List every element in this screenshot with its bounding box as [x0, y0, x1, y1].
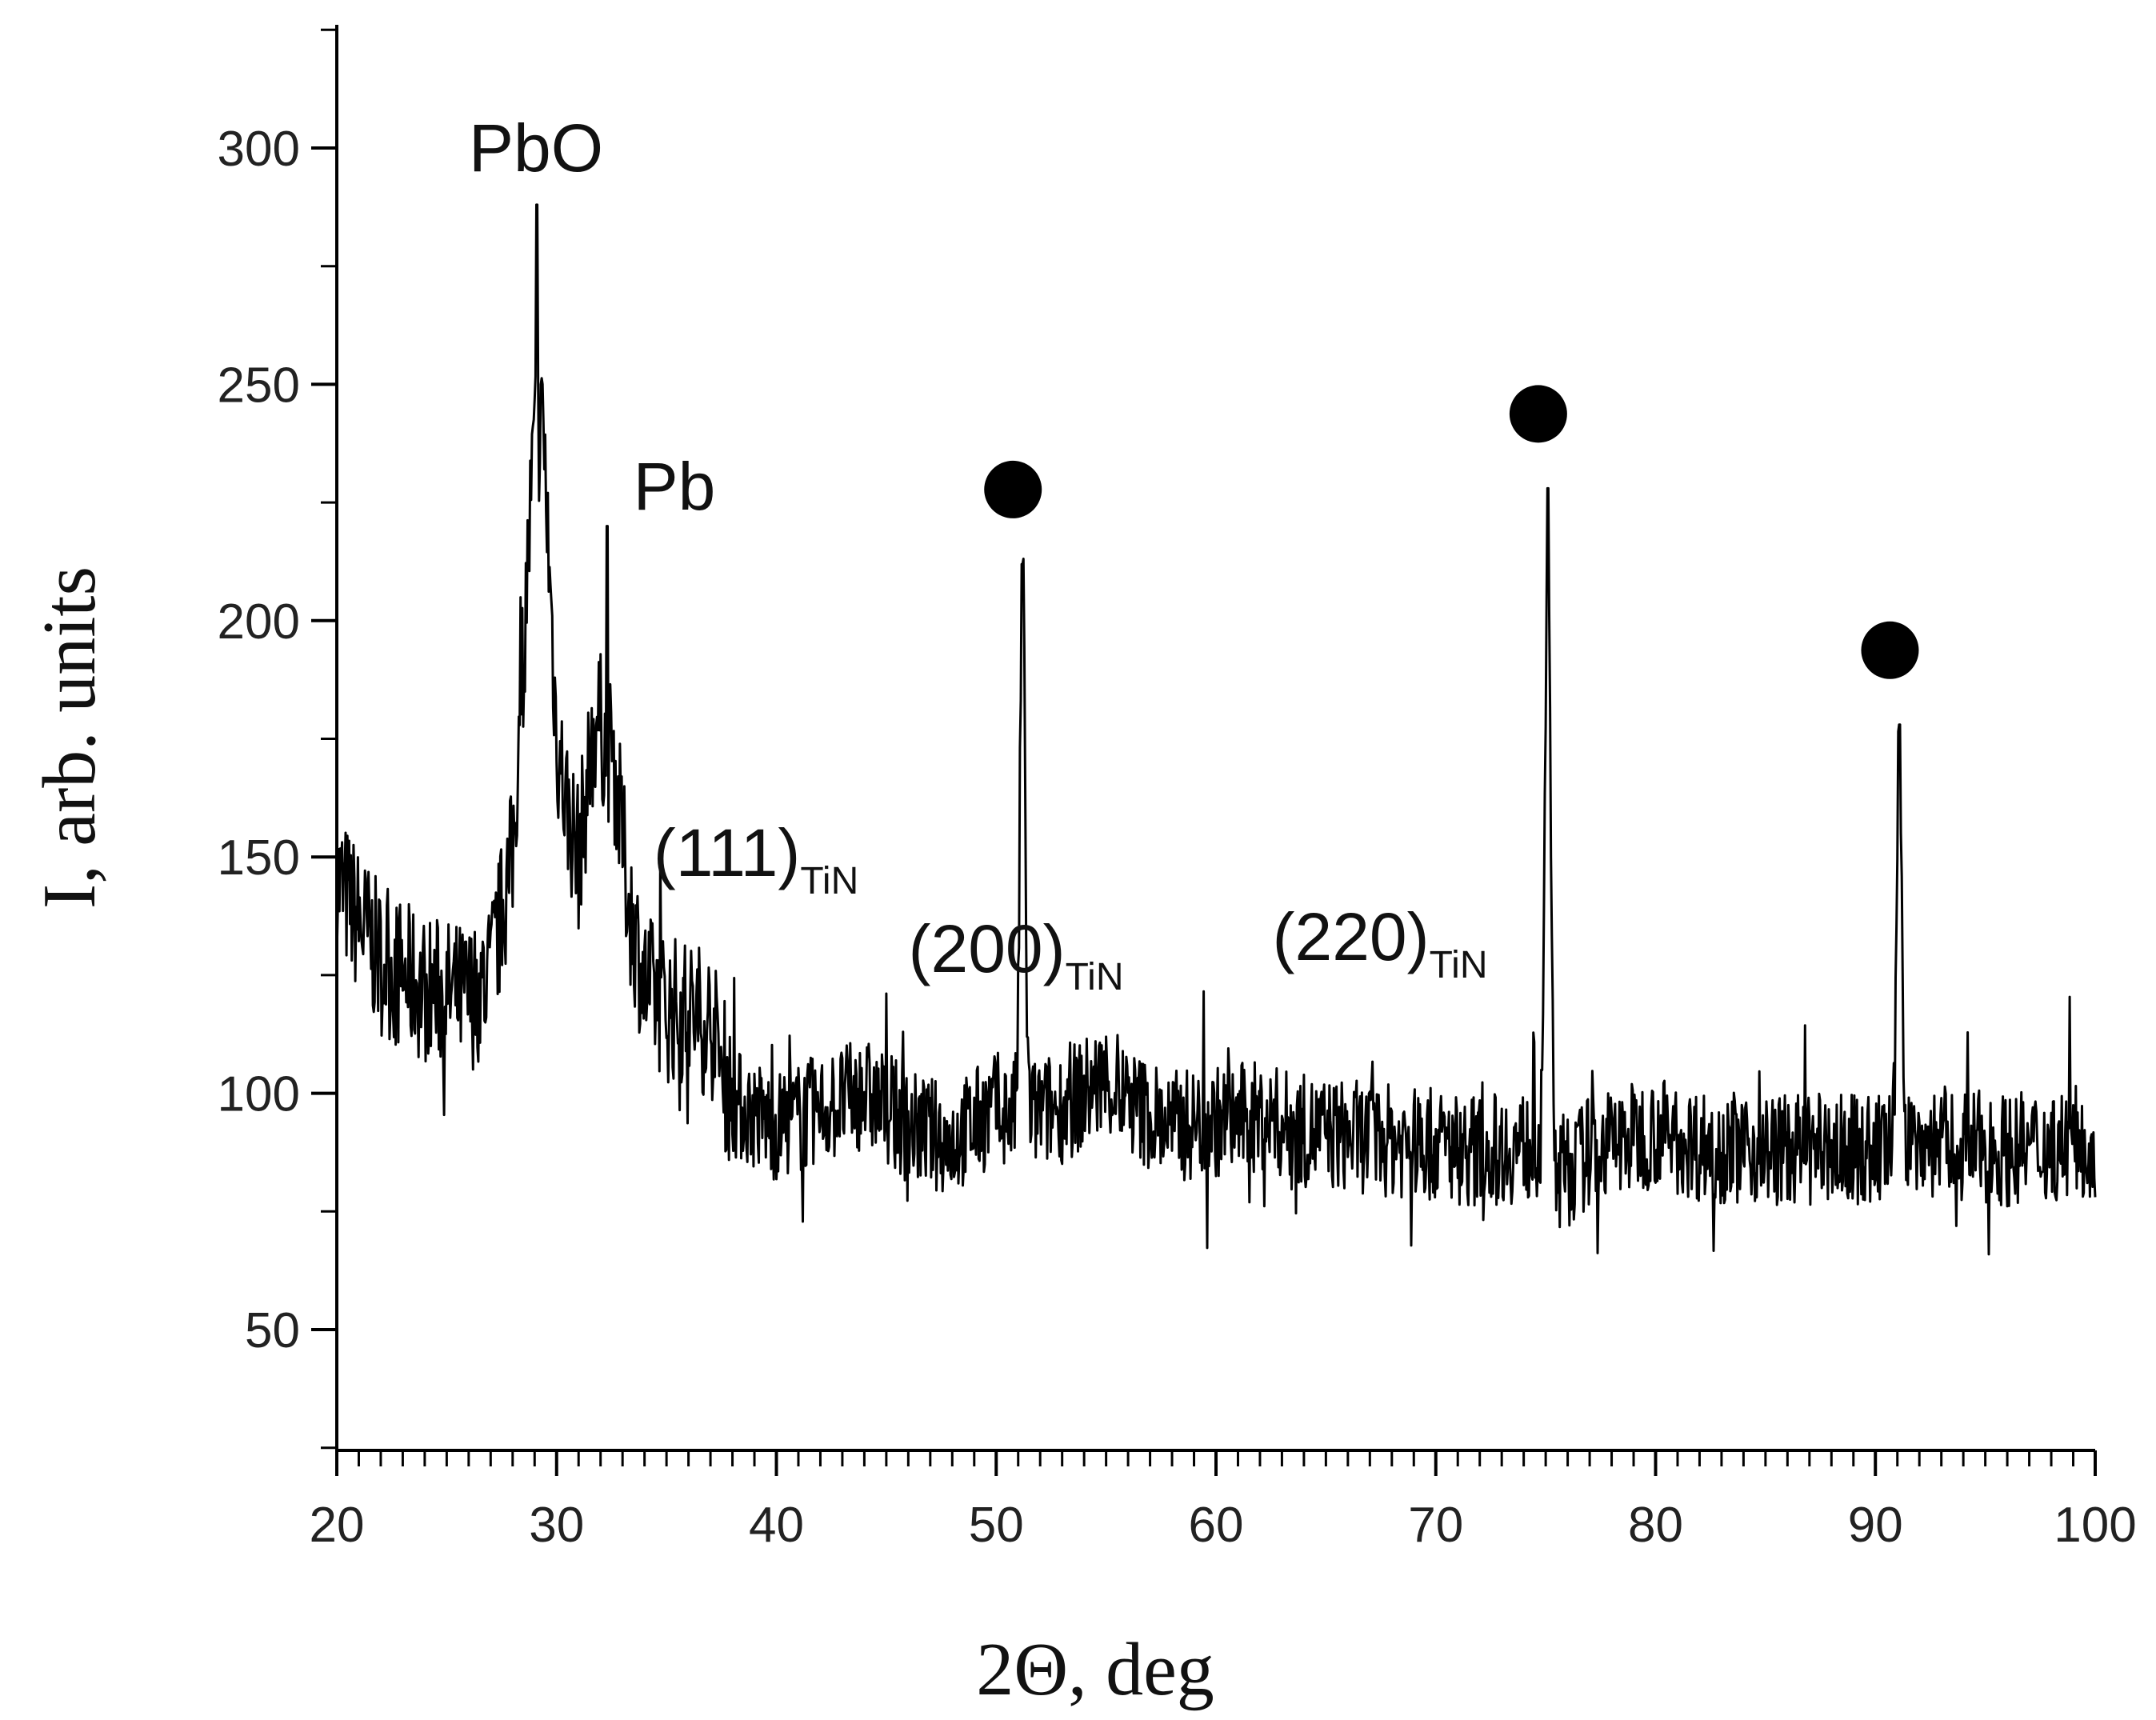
y-tick-label: 250: [218, 358, 300, 413]
x-tick-label: 50: [969, 1498, 1024, 1553]
peak-annotation-3: (200)TiN: [909, 911, 1124, 998]
peak-annotation-1: Pb: [634, 449, 716, 524]
peak-marker-circle: [1861, 621, 1919, 679]
peak-annotation-main: (220): [1273, 899, 1430, 974]
peak-markers: [984, 385, 1919, 679]
y-tick-label: 100: [218, 1067, 300, 1122]
x-tick-label: 80: [1628, 1498, 1683, 1553]
peak-annotation-2: (111)TiN: [654, 815, 859, 902]
peak-annotation-main: (111): [654, 815, 801, 890]
y-ticks: 50 100 150 200 250 300: [218, 28, 337, 1450]
x-tick-label: 90: [1848, 1498, 1903, 1553]
peak-annotation-main: Pb: [634, 449, 716, 524]
x-ticks: 20 30 40 50 60 70 80 90 100: [310, 1450, 2137, 1553]
y-tick-label: 300: [218, 122, 300, 177]
x-tick-label: 100: [2054, 1498, 2136, 1553]
series-line: [335, 203, 2097, 1256]
peak-annotation-main: PbO: [469, 110, 603, 186]
peak-marker-circle: [1509, 385, 1567, 443]
peak-annotation-0: PbO: [469, 110, 603, 186]
axes-group: 20 30 40 50 60 70 80 90 100 50 100 150 200 250 300: [218, 25, 2137, 1553]
x-tick-label: 40: [749, 1498, 804, 1553]
x-axis-title: 2Θ, deg: [976, 1628, 1214, 1711]
x-tick-label: 70: [1408, 1498, 1463, 1553]
peak-marker-circle: [984, 460, 1042, 518]
x-tick-label: 20: [310, 1498, 365, 1553]
x-tick-label: 30: [529, 1498, 584, 1553]
peak-annotation-main: (200): [909, 911, 1066, 986]
y-axis-title: I, arb. units: [28, 566, 111, 909]
x-tick-label: 60: [1189, 1498, 1244, 1553]
peak-annotation-subscript: TiN: [800, 860, 858, 902]
peak-annotation-subscript: TiN: [1066, 956, 1124, 998]
peak-annotation-subscript: TiN: [1430, 944, 1488, 986]
y-tick-label: 200: [218, 594, 300, 650]
y-tick-label: 150: [218, 830, 300, 886]
y-tick-label: 50: [245, 1303, 300, 1358]
peak-annotation-4: (220)TiN: [1273, 899, 1488, 986]
